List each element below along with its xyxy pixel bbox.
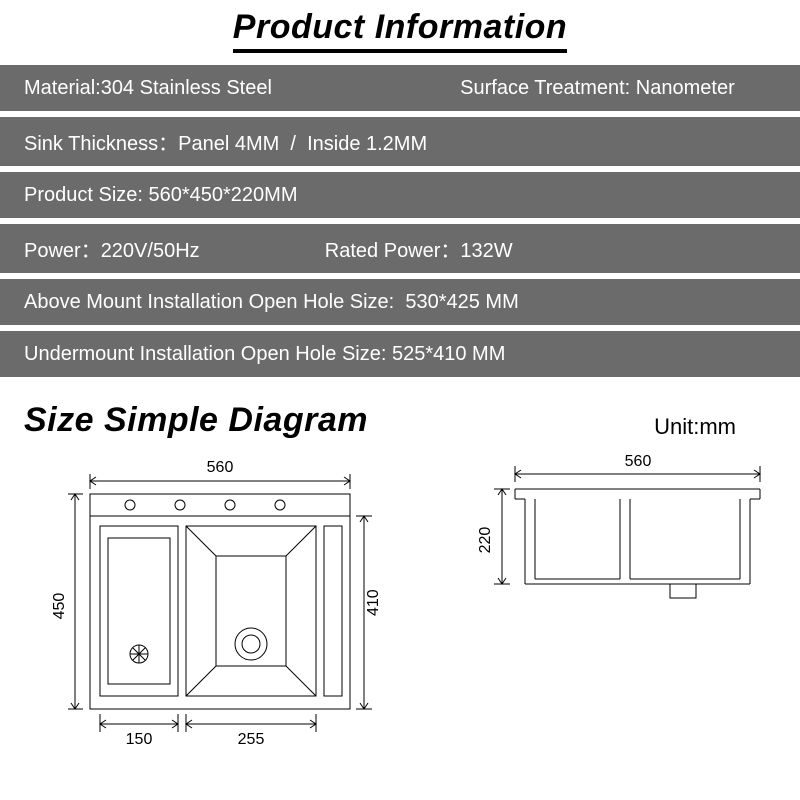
- dim-top-width: 560: [207, 459, 234, 476]
- diagram-area: 560: [0, 444, 800, 774]
- spec-table: Material:304 Stainless Steel Surface Tre…: [0, 65, 800, 377]
- dim-side-width: 560: [625, 454, 652, 470]
- spec-row-power: Power：220V/50Hz Rated Power：132W: [0, 224, 800, 273]
- spec-rated-power: Rated Power：132W: [325, 234, 513, 263]
- page-title: Product Information: [233, 8, 567, 53]
- spec-row-size: Product Size: 560*450*220MM: [0, 172, 800, 218]
- diagram-heading: Size Simple Diagram: [24, 401, 368, 440]
- spec-above-mount: Above Mount Installation Open Hole Size:…: [24, 291, 776, 314]
- spec-row-above-mount: Above Mount Installation Open Hole Size:…: [0, 279, 800, 325]
- dim-left-basin-w: 150: [126, 731, 153, 748]
- spec-row-thickness: Sink Thickness：Panel 4MM / Inside 1.2MM: [0, 117, 800, 166]
- spec-thickness: Sink Thickness：Panel 4MM / Inside 1.2MM: [24, 127, 776, 156]
- dim-right-basin-w: 255: [238, 731, 265, 748]
- diagram-unit: Unit:mm: [654, 414, 776, 440]
- spec-undermount: Undermount Installation Open Hole Size: …: [24, 343, 776, 366]
- side-view-diagram: 560: [460, 454, 780, 654]
- dim-top-height: 450: [51, 593, 68, 620]
- spec-surface: Surface Treatment: Nanometer: [460, 77, 735, 100]
- spec-row-material: Material:304 Stainless Steel Surface Tre…: [0, 65, 800, 111]
- dim-inner-height: 410: [365, 589, 382, 616]
- spec-product-size: Product Size: 560*450*220MM: [24, 184, 776, 207]
- top-view-diagram: 560: [20, 454, 420, 774]
- dim-side-depth: 220: [477, 527, 494, 554]
- spec-power: Power：220V/50Hz: [24, 234, 325, 263]
- spec-row-undermount: Undermount Installation Open Hole Size: …: [0, 331, 800, 377]
- spec-material: Material:304 Stainless Steel: [24, 77, 460, 100]
